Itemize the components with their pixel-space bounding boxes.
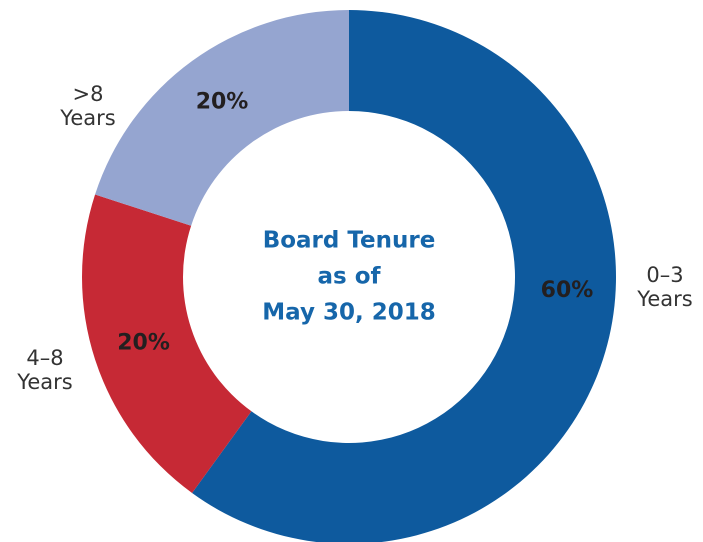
chart-title: Board Tenure xyxy=(263,228,436,254)
segment xyxy=(95,10,350,226)
value-label: 20% xyxy=(196,89,249,114)
segment xyxy=(82,194,252,494)
segment xyxy=(192,10,616,542)
value-label: 60% xyxy=(541,278,594,303)
category-label: >8 Years xyxy=(60,82,116,130)
chart-title: May 30, 2018 xyxy=(262,300,435,326)
value-label: 20% xyxy=(117,331,170,356)
category-label: 4–8 Years xyxy=(17,346,73,394)
category-label: 0–3 Years xyxy=(637,263,693,311)
chart-title: as of xyxy=(317,264,381,290)
